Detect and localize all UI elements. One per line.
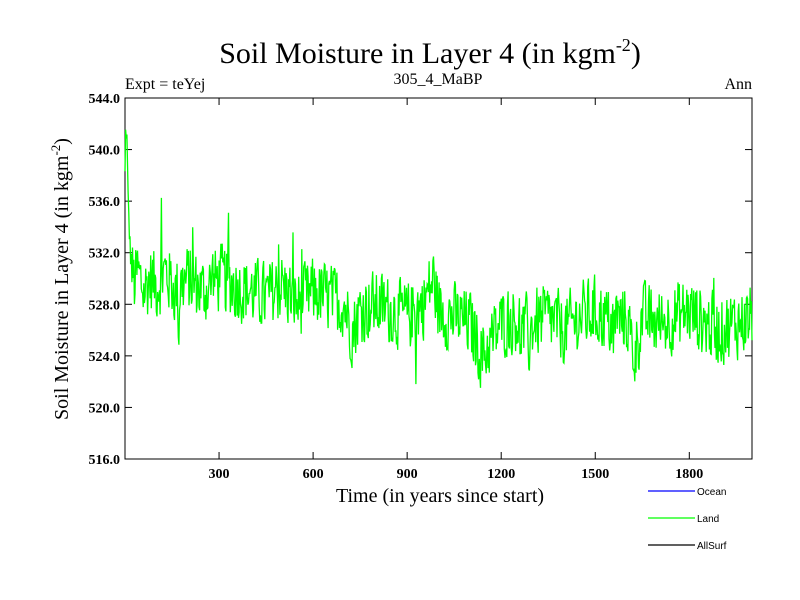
plot-frame <box>124 97 753 460</box>
y-tick-label: 540.0 <box>89 144 121 159</box>
legend-label-allsurf: AllSurf <box>697 541 727 552</box>
y-tick-label: 524.0 <box>89 350 121 365</box>
x-tick-label: 600 <box>303 467 324 482</box>
y-tick-label: 520.0 <box>89 401 121 416</box>
title-main: Soil Moisture in Layer 4 (in kgm <box>219 37 616 70</box>
svg-text:Soil Moisture in Layer 4 (in k: Soil Moisture in Layer 4 (in kgm-2) <box>48 138 73 420</box>
x-axis: 300 600 900 1200 1500 1800 <box>209 98 703 482</box>
x-tick-label: 300 <box>209 467 230 482</box>
x-axis-label: Time (in years since start) <box>336 485 544 507</box>
legend-label-land: Land <box>697 514 719 525</box>
series-layer <box>124 129 753 388</box>
plot-area: 516.0 520.0 524.0 528.0 532.0 536.0 540.0 544.0… <box>89 92 753 482</box>
x-tick-label: 900 <box>397 467 418 482</box>
legend: Ocean Land AllSurf <box>648 487 727 552</box>
season-label: Ann <box>724 76 752 93</box>
y-label-main: Soil Moisture in Layer 4 (in kgm <box>51 155 73 420</box>
y-tick-label: 536.0 <box>89 195 121 210</box>
y-axis-label: Soil Moisture in Layer 4 (in kgm-2) <box>48 138 73 420</box>
y-tick-label: 544.0 <box>89 92 121 107</box>
y-axis: 516.0 520.0 524.0 528.0 532.0 536.0 540.0 544.0 <box>89 92 752 468</box>
title-superscript: -2 <box>616 35 631 55</box>
y-tick-label: 516.0 <box>89 453 121 468</box>
experiment-label: Expt = teYej <box>125 76 205 93</box>
y-tick-label: 532.0 <box>89 247 121 262</box>
chart-title: Soil Moisture in Layer 4 (in kgm-2) <box>219 35 641 70</box>
svg-text:Soil Moisture in Layer 4 (in k: Soil Moisture in Layer 4 (in kgm-2) <box>219 35 641 70</box>
x-tick-label: 1500 <box>581 467 609 482</box>
legend-label-ocean: Ocean <box>697 487 726 498</box>
subtitle-label: 305_4_MaBP <box>394 71 483 88</box>
title-close: ) <box>631 37 641 70</box>
y-label-close: ) <box>51 138 73 145</box>
y-tick-label: 528.0 <box>89 298 121 313</box>
x-tick-label: 1200 <box>487 467 515 482</box>
series-line-land <box>124 129 753 388</box>
y-label-superscript: -2 <box>48 145 63 156</box>
x-tick-label: 1800 <box>675 467 703 482</box>
